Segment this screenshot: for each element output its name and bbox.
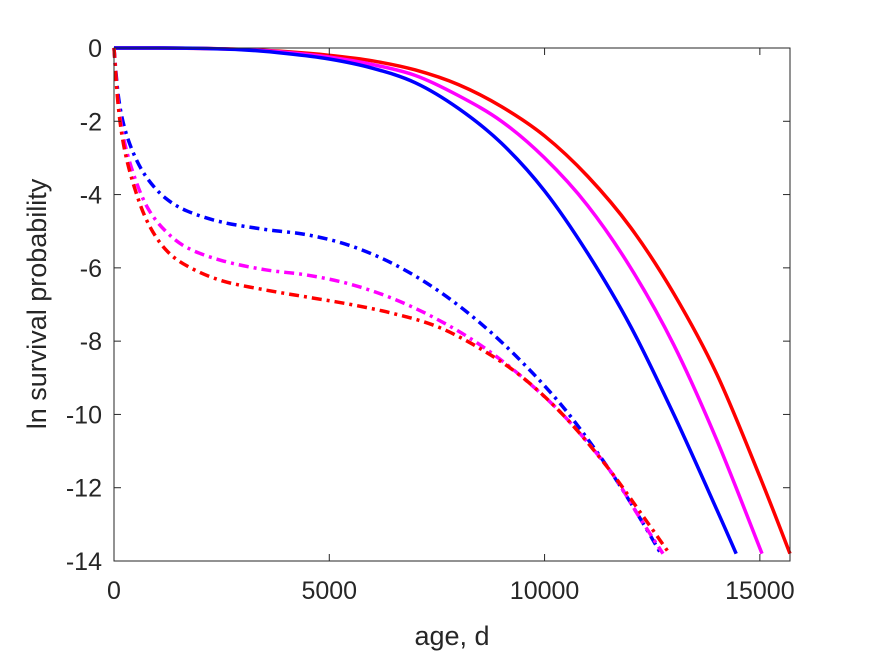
x-tick-label: 10000	[510, 577, 580, 605]
x-tick-label: 5000	[301, 577, 357, 605]
y-tick-label: -12	[66, 475, 102, 503]
series-line-5-dashdot	[112, 47, 665, 555]
y-tick-label: -8	[80, 328, 102, 356]
y-tick-label: -10	[66, 401, 102, 429]
x-tick-label: 0	[107, 577, 121, 605]
ticks-layer: 0 5000 10000 15000 0 -2 -4 -6 -8 -10 -12 -14	[66, 35, 795, 605]
y-tick-label: 0	[88, 35, 102, 63]
y-tick-label: -2	[80, 108, 102, 136]
y-tick-label: -4	[80, 182, 102, 210]
x-axis-title: age, d	[414, 621, 489, 651]
series-line-3-solid	[113, 46, 738, 555]
series-line-4-dashdot	[112, 47, 663, 555]
series-layer	[112, 46, 792, 555]
plot-area	[114, 48, 790, 561]
y-tick-label: -6	[80, 255, 102, 283]
series-line-6-dashdot	[112, 47, 671, 555]
y-axis-title: ln survival probability	[22, 178, 52, 429]
plot-frame	[113, 47, 791, 562]
y-tick-label: -14	[66, 548, 102, 576]
x-tick-label: 15000	[725, 577, 795, 605]
